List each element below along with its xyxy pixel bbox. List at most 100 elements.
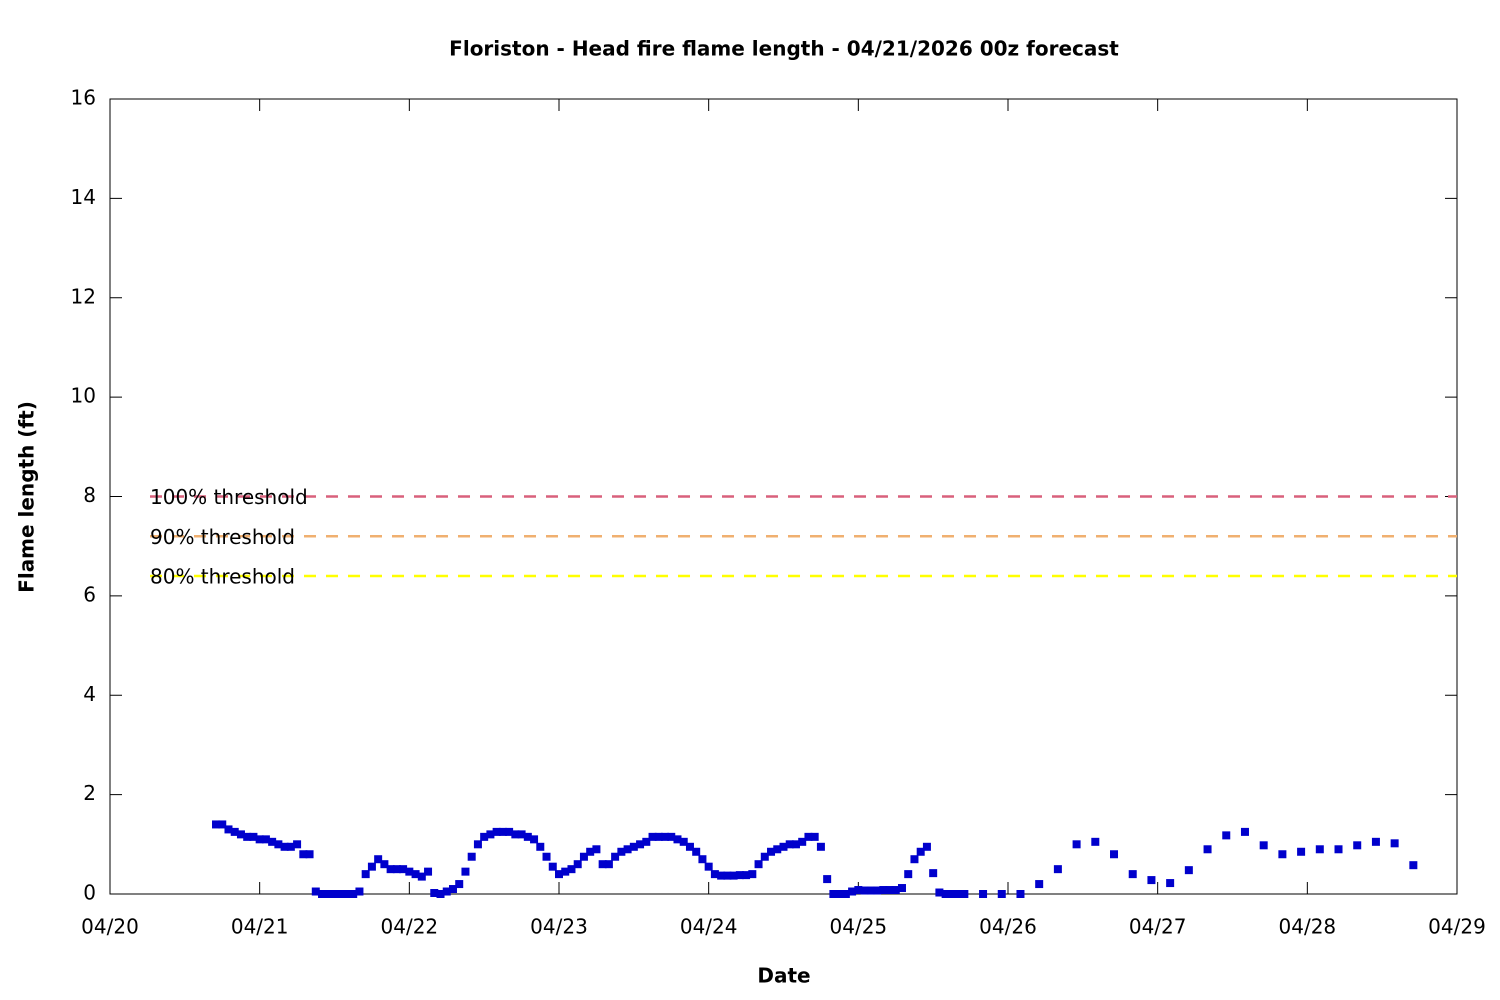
point (648, 832, 657, 841)
chart-title: Floriston - Head fire flame length - 04/… (449, 37, 1119, 61)
point (498, 827, 507, 836)
point (685, 842, 694, 851)
y-tick-label: 12 (71, 284, 96, 308)
point (947, 890, 956, 898)
point (767, 847, 776, 856)
point (941, 890, 950, 898)
point (860, 886, 869, 895)
point (979, 890, 988, 898)
point (916, 847, 925, 856)
point (1334, 845, 1343, 854)
point (255, 835, 264, 844)
point (486, 830, 495, 839)
point (866, 886, 875, 895)
y-tick-label: 6 (83, 582, 96, 606)
x-tick-label: 04/27 (1129, 915, 1187, 939)
point (760, 852, 769, 861)
point (436, 890, 445, 898)
point (717, 871, 726, 880)
point (1128, 870, 1137, 879)
point (636, 840, 645, 849)
point (723, 871, 732, 880)
point (897, 884, 906, 893)
point (841, 890, 850, 898)
point (1259, 841, 1268, 850)
point (879, 886, 888, 895)
point (430, 889, 439, 898)
point (374, 855, 383, 864)
point (1091, 837, 1100, 846)
point (455, 880, 464, 889)
point (735, 871, 744, 880)
point (542, 852, 551, 861)
point (293, 840, 302, 849)
y-tick-label: 8 (83, 483, 96, 507)
point (661, 832, 670, 841)
point (617, 847, 626, 856)
point (810, 832, 819, 841)
point (604, 860, 613, 869)
point (791, 840, 800, 849)
point (1390, 839, 1399, 848)
point (754, 860, 763, 869)
point (548, 862, 557, 871)
point (798, 837, 807, 846)
point (873, 886, 882, 895)
point (785, 840, 794, 849)
y-tick-label: 14 (71, 185, 96, 209)
point (748, 870, 757, 879)
threshold-label: 100% threshold (150, 485, 308, 509)
point (1053, 865, 1062, 874)
point (1147, 876, 1156, 885)
point (286, 842, 295, 851)
point (399, 865, 408, 874)
point (330, 890, 339, 898)
point (654, 832, 663, 841)
point (1371, 837, 1380, 846)
point (417, 872, 426, 881)
point (224, 825, 233, 834)
point (236, 830, 245, 839)
point (1110, 850, 1119, 859)
point (698, 855, 707, 864)
point (910, 855, 919, 864)
point (511, 830, 520, 839)
x-tick-label: 04/28 (1279, 915, 1337, 939)
point (349, 890, 358, 898)
point (922, 842, 931, 851)
point (324, 890, 333, 898)
point (505, 827, 514, 836)
point (467, 852, 476, 861)
point (1166, 879, 1175, 888)
point (935, 888, 944, 897)
point (1222, 831, 1231, 840)
point (704, 862, 713, 871)
point (1035, 880, 1044, 889)
point (891, 886, 900, 895)
point (598, 860, 607, 869)
y-tick-label: 2 (83, 781, 96, 805)
point (1278, 850, 1287, 859)
threshold-label: 80% threshold (150, 565, 295, 589)
x-tick-label: 04/21 (231, 915, 289, 939)
point (742, 871, 751, 880)
point (380, 860, 389, 869)
point (692, 847, 701, 856)
point (642, 837, 651, 846)
point (1315, 845, 1324, 854)
point (573, 860, 582, 869)
point (249, 832, 258, 841)
x-tick-label: 04/26 (979, 915, 1037, 939)
point (804, 832, 813, 841)
point (230, 827, 239, 836)
point (885, 886, 894, 895)
point (854, 886, 863, 895)
point (305, 850, 314, 859)
point (530, 835, 539, 844)
point (579, 852, 588, 861)
point (261, 835, 270, 844)
point (555, 870, 563, 879)
point (829, 890, 838, 898)
